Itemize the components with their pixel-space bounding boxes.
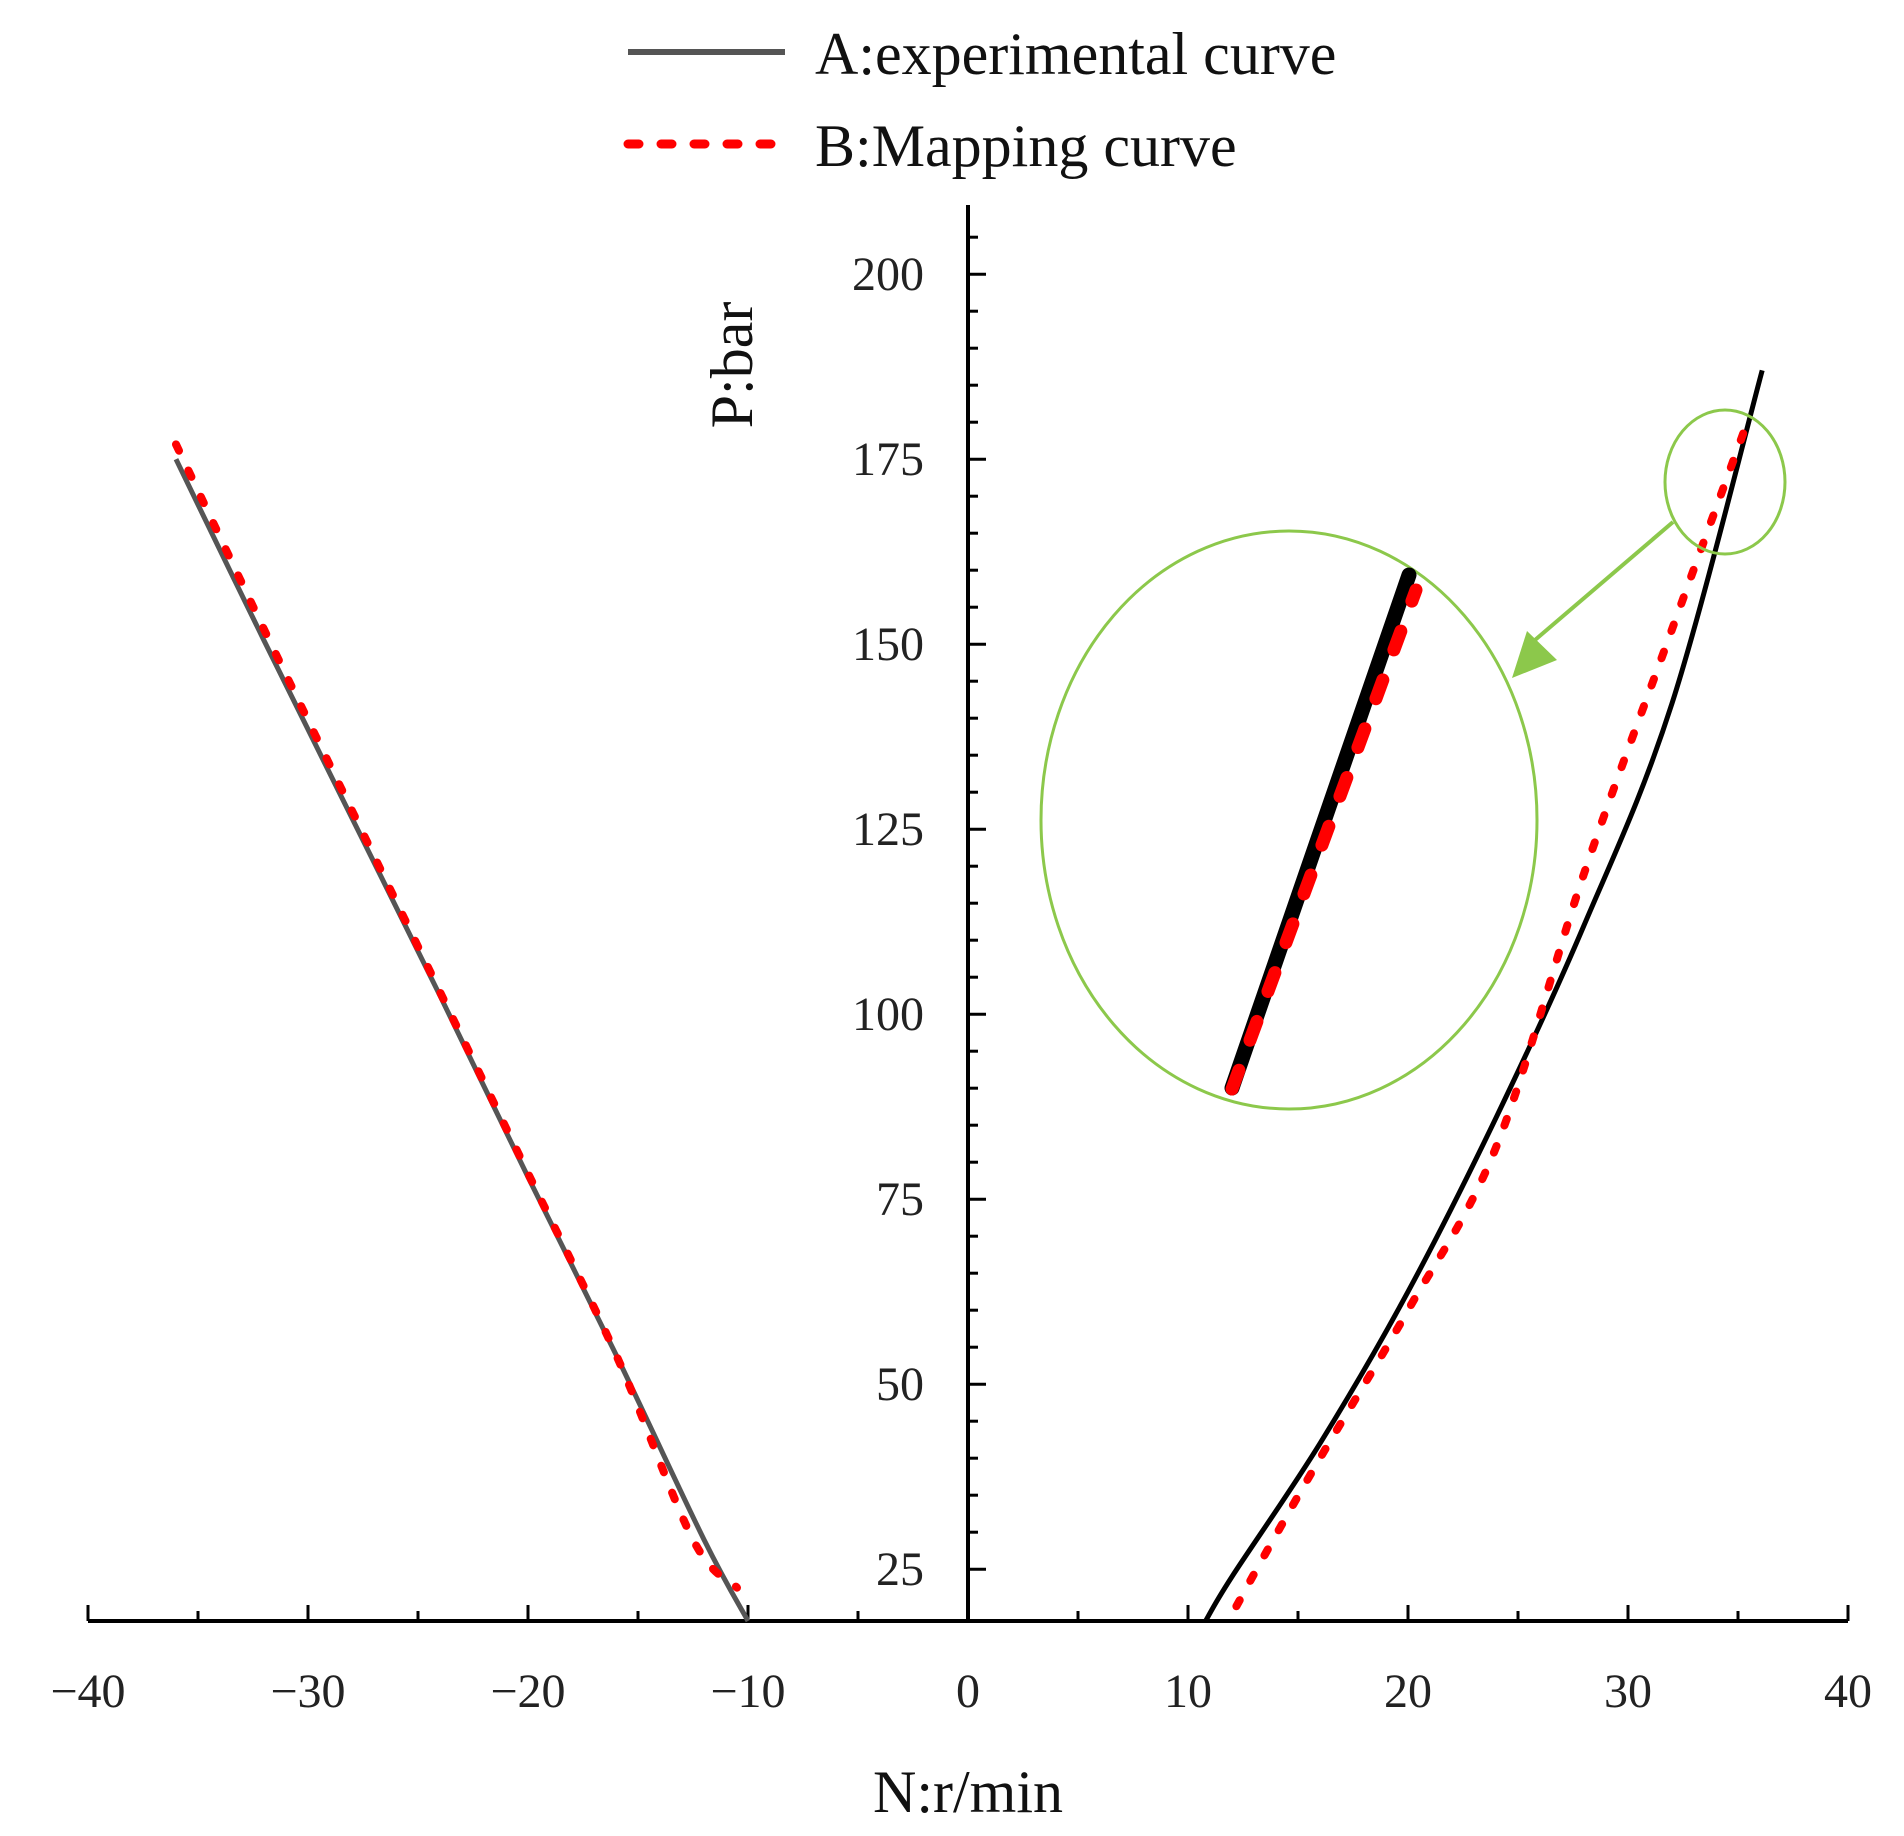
legend-label-experimental: A:experimental curve: [815, 21, 1336, 87]
zoom-annotation: [1039, 408, 1787, 1111]
x-tick-label-7: 30: [1604, 1665, 1652, 1718]
x-tick-label-2: −20: [490, 1665, 565, 1718]
y-tick-label-7: 200: [852, 248, 924, 301]
series-0-segment-0: [173, 458, 751, 1623]
y-tick-label-6: 175: [852, 433, 924, 486]
y-tick-label-3: 100: [852, 988, 924, 1041]
zoom-arrow-line: [1533, 520, 1675, 642]
series-1-segment-0: [172, 440, 741, 1592]
x-tick-label-1: −30: [270, 1665, 345, 1718]
zoom-arrow-head: [1512, 631, 1557, 678]
x-tick-label-6: 20: [1384, 1665, 1432, 1718]
y-tick-label-0: 25: [876, 1543, 924, 1596]
y-tick-label-2: 75: [876, 1173, 924, 1226]
y-tick-label-4: 125: [852, 803, 924, 856]
x-tick-label-5: 10: [1164, 1665, 1212, 1718]
legend: A:experimental curve B:Mapping curve: [623, 21, 1336, 179]
legend-label-mapping: B:Mapping curve: [815, 113, 1237, 179]
series-layer: [172, 369, 1765, 1623]
x-ticks: −40 −30 −20 −10 0 10 20 30 40: [50, 1605, 1872, 1718]
y-ticks: 25 50 75 100 125 150 175 200: [852, 235, 986, 1596]
series-0-segment-1: [1203, 369, 1765, 1623]
x-tick-label-3: −10: [710, 1665, 785, 1718]
y-axis-title: P:bar: [699, 302, 765, 429]
zoom-target-circle: [1663, 408, 1787, 556]
zoom-inset-circle: [1039, 529, 1539, 1111]
series-1-segment-1: [1232, 425, 1749, 1611]
y-tick-label-5: 150: [852, 618, 924, 671]
x-axis-title: N:r/min: [873, 1759, 1063, 1825]
y-tick-label-1: 50: [876, 1358, 924, 1411]
x-tick-label-8: 40: [1824, 1665, 1872, 1718]
zoom-inset-mapping-line: [1225, 583, 1423, 1096]
x-tick-label-0: −40: [50, 1665, 125, 1718]
x-tick-label-4: 0: [956, 1665, 980, 1718]
